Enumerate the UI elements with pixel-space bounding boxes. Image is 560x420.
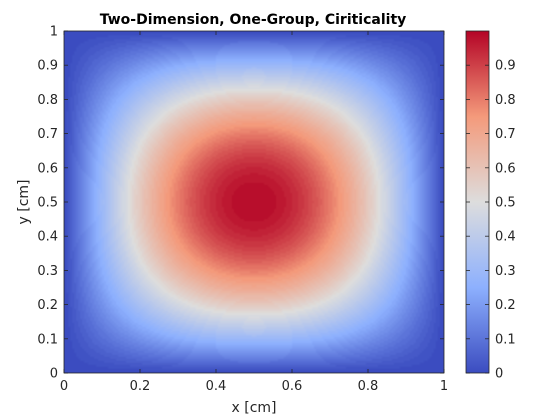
colorbar-tick-label: 0.8 bbox=[495, 93, 516, 108]
y-tick-label: 1 bbox=[50, 25, 58, 40]
y-tick-label: 0 bbox=[50, 367, 58, 382]
y-tick-label: 0.2 bbox=[37, 298, 58, 313]
colorbar-tick-label: 0.5 bbox=[495, 196, 516, 211]
colorbar-tick-label: 0.9 bbox=[495, 59, 516, 74]
colorbar-tick-label: 0 bbox=[495, 367, 503, 382]
colorbar-tick-label: 0.6 bbox=[495, 161, 516, 176]
chart-title: Two-Dimension, One-Group, Ciriticality bbox=[100, 12, 407, 28]
y-tick-label: 0.6 bbox=[37, 161, 58, 176]
x-tick-label: 0.2 bbox=[130, 379, 151, 394]
x-tick-label: 1 bbox=[440, 379, 448, 394]
y-tick-label: 0.5 bbox=[37, 196, 58, 211]
colorbar-ticks: 0 0.1 0.2 0.3 0.4 0.5 0.6 0.7 0.8 0.9 bbox=[466, 59, 516, 382]
y-tick-label: 0.9 bbox=[37, 59, 58, 74]
x-tick-label: 0.4 bbox=[206, 379, 227, 394]
heatmap-field bbox=[64, 31, 444, 373]
y-axis: 0 0.1 0.2 0.3 0.4 0.5 0.6 0.7 0.8 0.9 1 bbox=[37, 25, 444, 382]
y-tick-label: 0.1 bbox=[37, 332, 58, 347]
y-tick-label: 0.7 bbox=[37, 127, 58, 142]
colorbar-tick-label: 0.1 bbox=[495, 332, 516, 347]
x-tick-label: 0 bbox=[60, 379, 68, 394]
colorbar-tick-label: 0.4 bbox=[495, 230, 516, 245]
colorbar-tick-label: 0.7 bbox=[495, 127, 516, 142]
y-tick-label: 0.4 bbox=[37, 230, 58, 245]
x-axis-label: x [cm] bbox=[232, 400, 277, 416]
y-tick-label: 0.3 bbox=[37, 264, 58, 279]
x-tick-label: 0.6 bbox=[282, 379, 303, 394]
y-tick-label: 0.8 bbox=[37, 93, 58, 108]
colorbar-tick-label: 0.2 bbox=[495, 298, 516, 313]
colorbar-tick-label: 0.3 bbox=[495, 264, 516, 279]
y-axis-label: y [cm] bbox=[16, 180, 32, 225]
x-axis: 0 0.2 0.4 0.6 0.8 1 bbox=[60, 31, 448, 394]
x-tick-label: 0.8 bbox=[358, 379, 379, 394]
heatmap-image bbox=[64, 31, 444, 373]
